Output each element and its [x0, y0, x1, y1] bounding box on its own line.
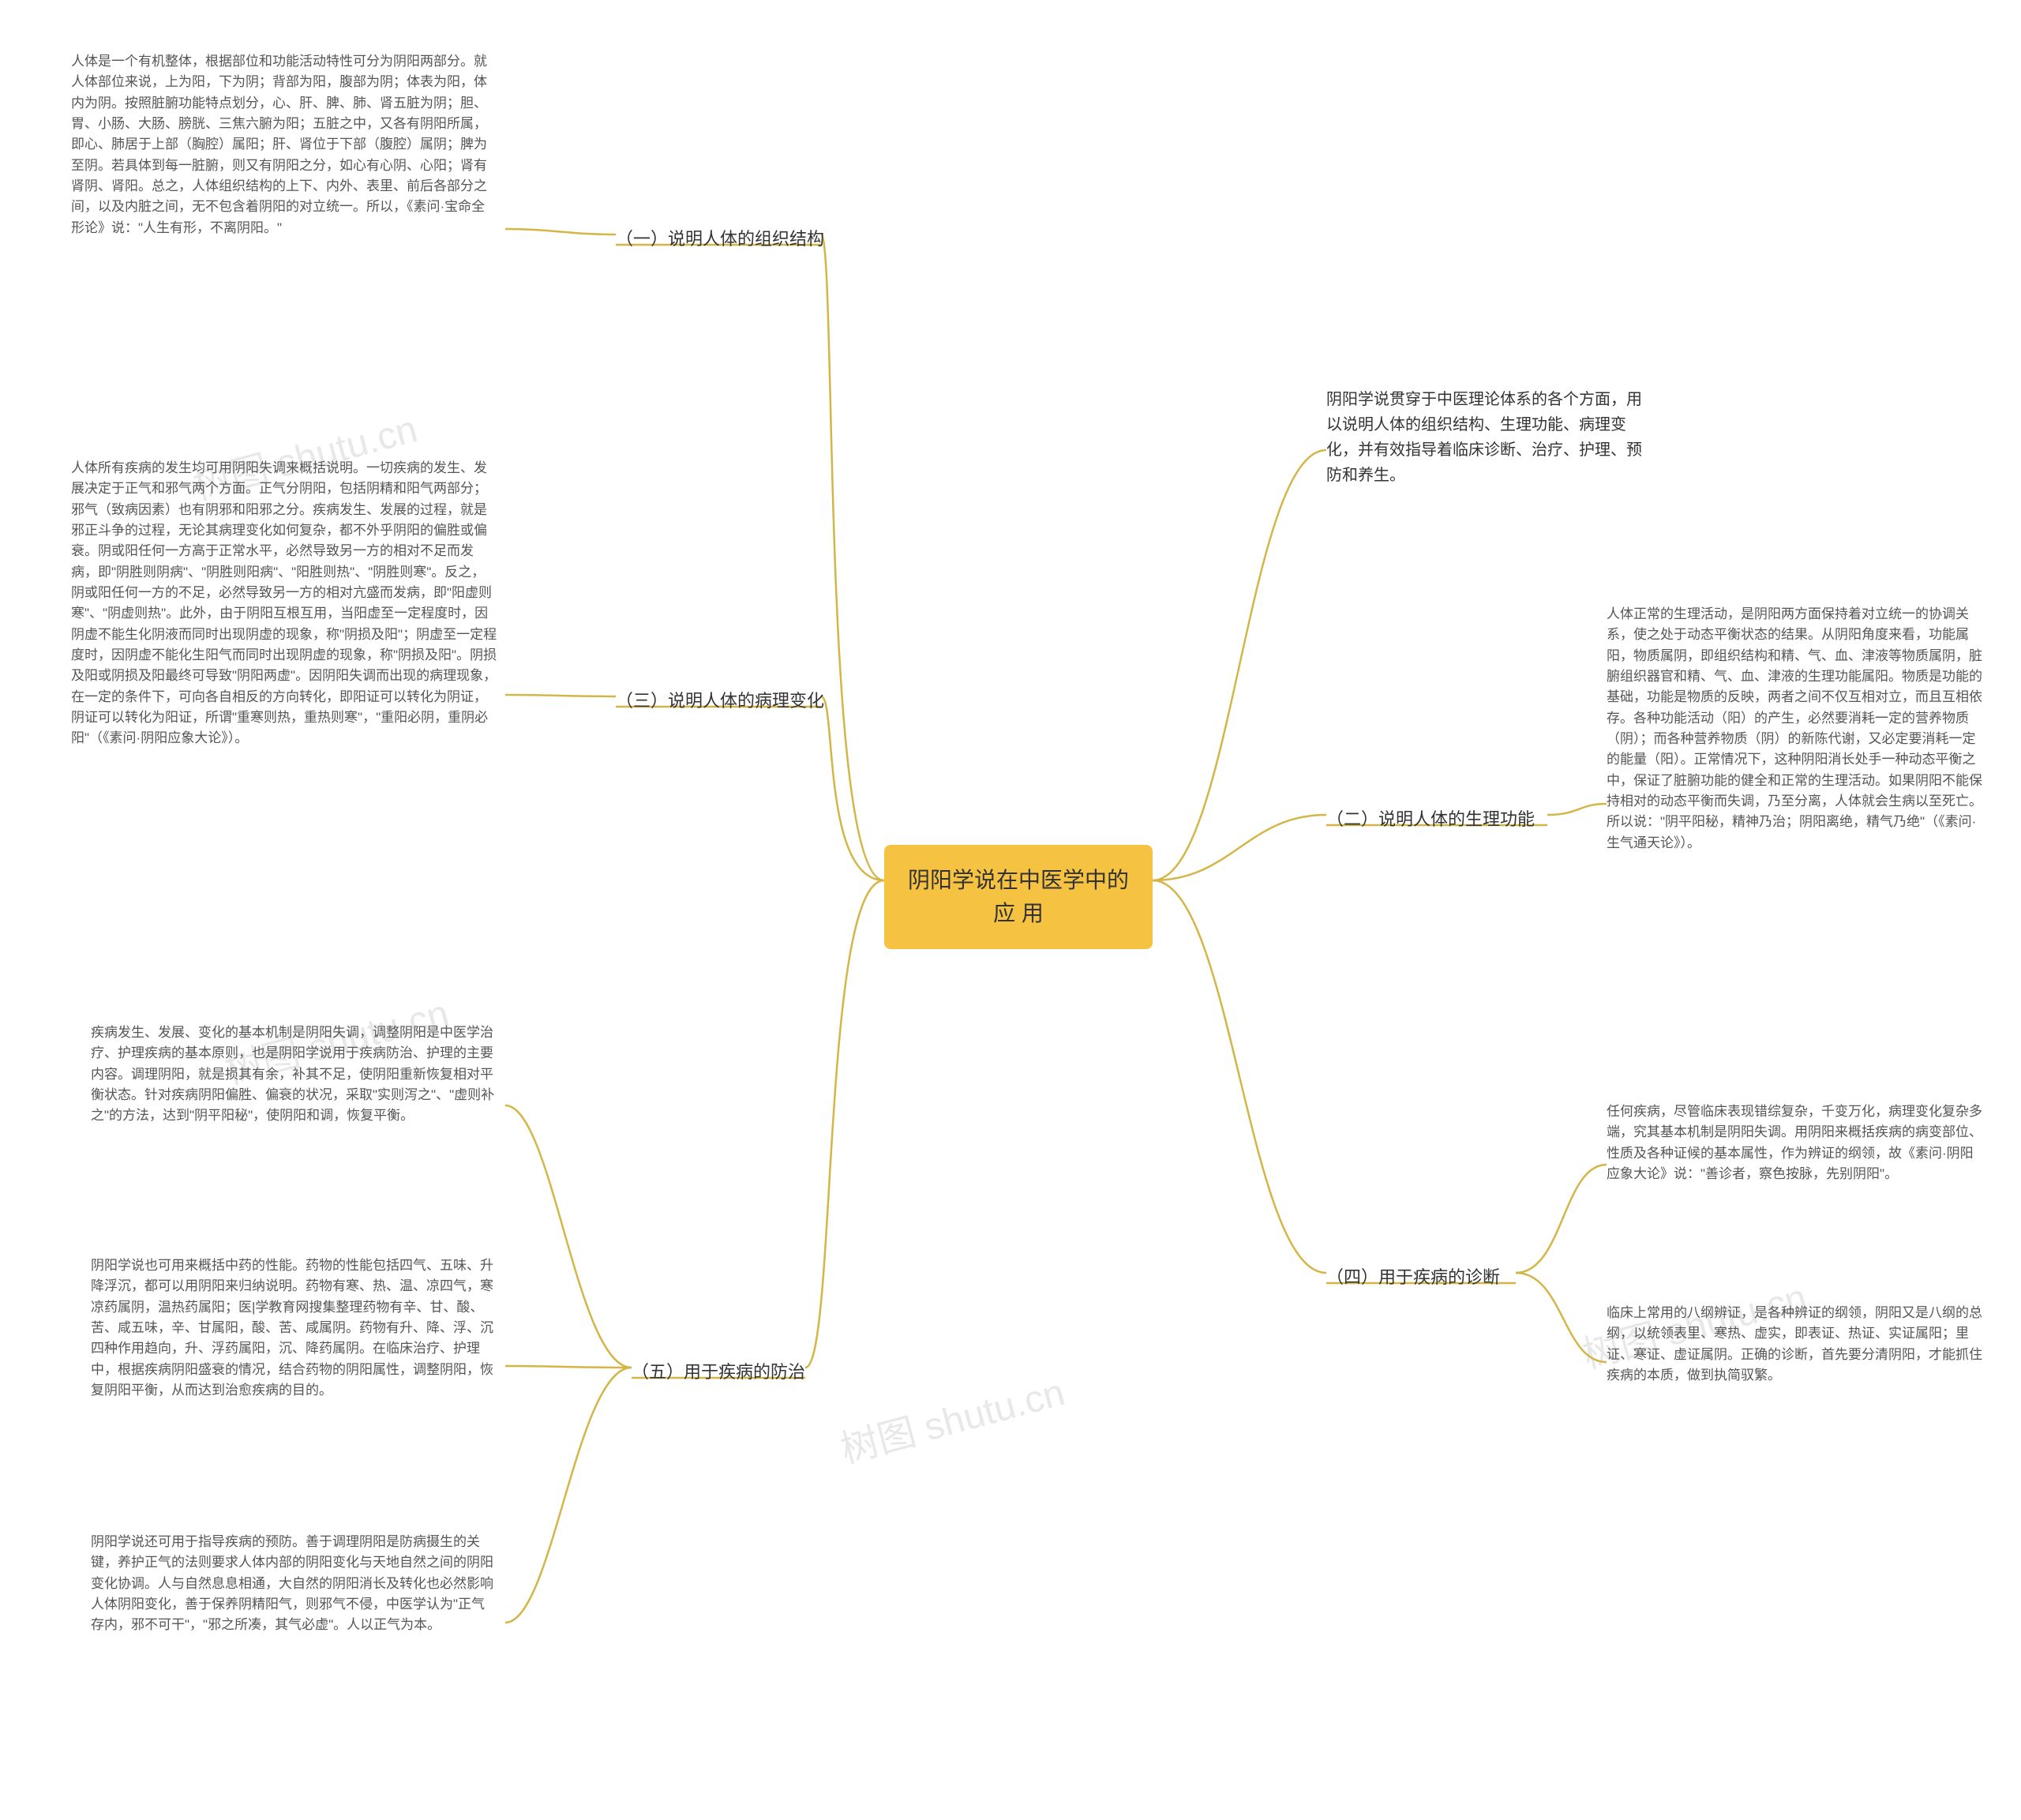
intro-text: 阴阳学说贯穿于中医理论体系的各个方面，用以说明人体的组织结构、生理功能、病理变化…	[1326, 387, 1642, 488]
branch-4[interactable]: （四）用于疾病的诊断	[1326, 1263, 1500, 1289]
branch-1[interactable]: （一）说明人体的组织结构	[616, 225, 824, 250]
branch-4-leaf-2: 临床上常用的八纲辨证，是各种辨证的纲领，阴阳又是八纲的总纲，以统领表里、寒热、虚…	[1607, 1303, 1985, 1386]
branch-5-leaf-2: 阴阳学说也可用来概括中药的性能。药物的性能包括四气、五味、升降浮沉，都可以用阴阳…	[91, 1255, 497, 1401]
branch-1-leaf-1: 人体是一个有机整体，根据部位和功能活动特性可分为阴阳两部分。就人体部位来说，上为…	[71, 51, 497, 238]
branch-3-leaf-1: 人体所有疾病的发生均可用阴阳失调来概括说明。一切疾病的发生、发展决定于正气和邪气…	[71, 458, 497, 749]
branch-5-leaf-3: 阴阳学说还可用于指导疾病的预防。善于调理阴阳是防病摄生的关键，养护正气的法则要求…	[91, 1532, 497, 1636]
center-title: 阴阳学说在中医学中的应 用	[908, 868, 1129, 925]
branch-4-leaf-1: 任何疾病，尽管临床表现错综复杂，千变万化，病理变化复杂多端，究其基本机制是阴阳失…	[1607, 1101, 1985, 1184]
branch-5[interactable]: （五）用于疾病的防治	[632, 1358, 805, 1383]
center-node[interactable]: 阴阳学说在中医学中的应 用	[884, 845, 1153, 949]
branch-5-leaf-1: 疾病发生、发展、变化的基本机制是阴阳失调，调整阴阳是中医学治疗、护理疾病的基本原…	[91, 1023, 497, 1127]
branch-3[interactable]: （三）说明人体的病理变化	[616, 687, 824, 712]
watermark: 树图 shutu.cn	[834, 1361, 1070, 1474]
branch-2[interactable]: （二）说明人体的生理功能	[1326, 805, 1535, 831]
branch-2-leaf-1: 人体正常的生理活动，是阴阳两方面保持着对立统一的协调关系，使之处于动态平衡状态的…	[1607, 604, 1985, 854]
